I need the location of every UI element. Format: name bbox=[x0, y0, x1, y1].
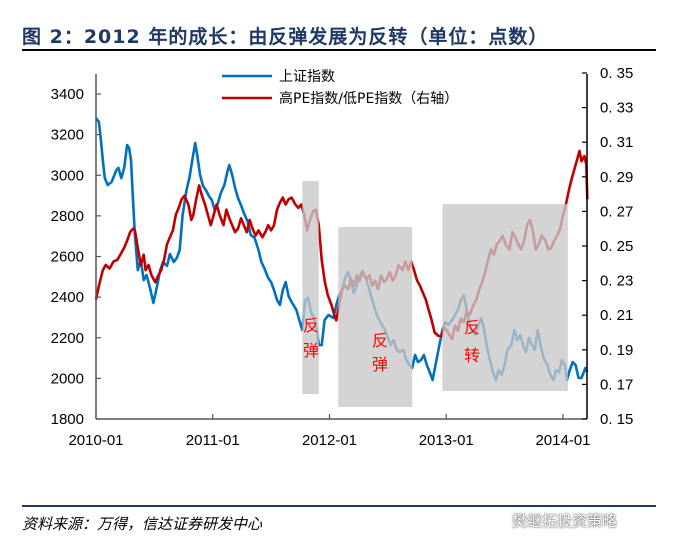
legend-label-shanghai: 上证指数 bbox=[279, 69, 335, 85]
right-tick-label: 0. 27 bbox=[600, 203, 633, 220]
title-rule bbox=[22, 49, 656, 51]
annotation-label: 弹 bbox=[303, 341, 319, 360]
left-tick-label: 2800 bbox=[51, 208, 84, 225]
left-tick-label: 2200 bbox=[51, 330, 84, 347]
legend: 上证指数 高PE指数/低PE指数（右轴） bbox=[222, 69, 458, 107]
annotation-label: 反 bbox=[464, 318, 480, 337]
shaded-region bbox=[302, 180, 319, 395]
right-tick-label: 0. 31 bbox=[600, 134, 633, 151]
x-tick-label: 2012-01 bbox=[302, 432, 357, 449]
right-tick-label: 0. 17 bbox=[600, 376, 633, 393]
right-tick-label: 0. 23 bbox=[600, 273, 633, 290]
figure-title: 图 2：2012 年的成长：由反弹发展为反转（单位：点数） bbox=[22, 26, 549, 48]
source-note: 资料来源：万得，信达证券研发中心 bbox=[22, 515, 263, 533]
shaded-region bbox=[442, 204, 568, 391]
right-tick-label: 0. 21 bbox=[600, 307, 633, 324]
annotation-label: 弹 bbox=[372, 355, 388, 374]
annotation-label: 转 bbox=[464, 346, 480, 365]
right-tick-label: 0. 33 bbox=[600, 100, 633, 117]
x-ticks: 2010-01 2011-01 2012-01 2013-01 2014-01 bbox=[68, 414, 591, 449]
right-tick-label: 0. 15 bbox=[600, 411, 633, 428]
annotation-label: 反 bbox=[303, 316, 319, 335]
x-tick-label: 2011-01 bbox=[186, 432, 240, 449]
left-tick-label: 3000 bbox=[51, 167, 84, 184]
shaded-regions bbox=[302, 180, 568, 408]
left-ticks: 1800 2000 2200 2400 2600 2800 3000 3200 3400 bbox=[51, 86, 101, 428]
x-tick-label: 2013-01 bbox=[419, 432, 474, 449]
x-tick-label: 2010-01 bbox=[68, 432, 123, 449]
left-tick-label: 2400 bbox=[51, 289, 84, 306]
right-tick-label: 0. 19 bbox=[600, 342, 633, 359]
left-tick-label: 2600 bbox=[51, 249, 84, 266]
left-tick-label: 3400 bbox=[51, 86, 84, 103]
right-tick-label: 0. 35 bbox=[600, 65, 633, 82]
left-tick-label: 1800 bbox=[51, 411, 84, 428]
right-tick-label: 0. 25 bbox=[600, 238, 633, 255]
watermark: 樊继拓投资策略 bbox=[512, 512, 618, 530]
right-tick-label: 0. 29 bbox=[600, 169, 633, 186]
left-tick-label: 3200 bbox=[51, 127, 84, 144]
right-ticks: 0. 15 0. 17 0. 19 0. 21 0. 23 0. 25 0. 27 0. 29… bbox=[582, 65, 633, 428]
source-rule bbox=[22, 505, 656, 507]
annotation-label: 反 bbox=[372, 331, 388, 350]
left-tick-label: 2000 bbox=[51, 370, 84, 387]
shaded-region bbox=[338, 227, 413, 408]
legend-label-pe-ratio: 高PE指数/低PE指数（右轴） bbox=[279, 90, 458, 107]
x-tick-label: 2014-01 bbox=[535, 432, 590, 449]
